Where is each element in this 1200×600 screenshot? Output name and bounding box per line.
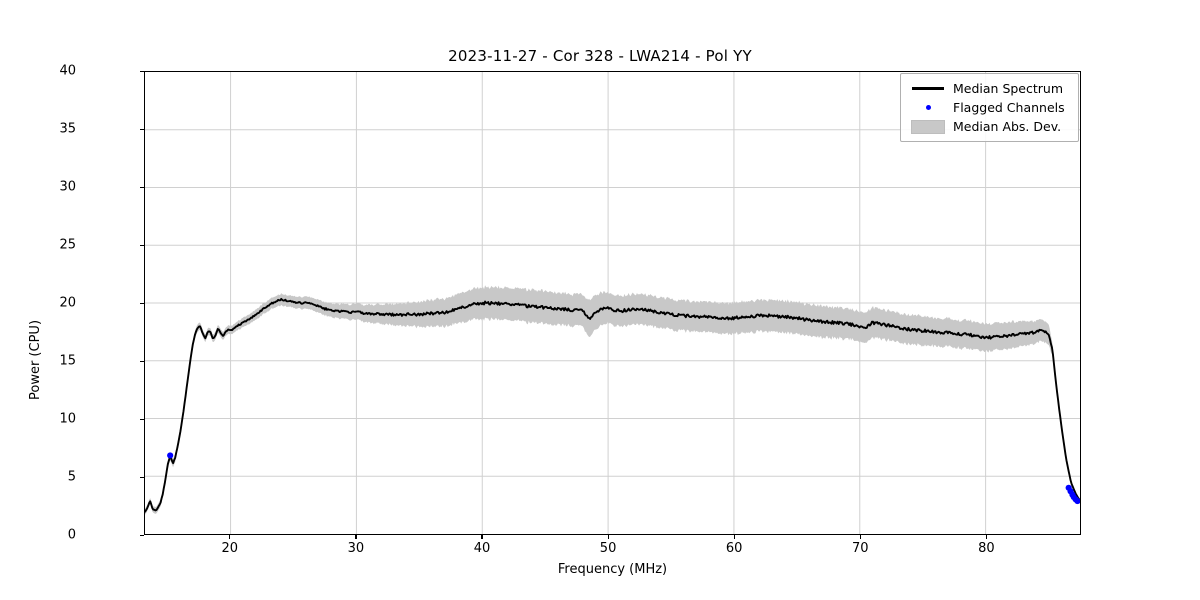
y-tick-label: 25 bbox=[59, 237, 76, 253]
line-swatch-icon bbox=[909, 87, 947, 90]
x-tick-label: 30 bbox=[347, 541, 365, 556]
x-tick-label: 60 bbox=[725, 541, 743, 556]
y-tick-label: 5 bbox=[67, 469, 76, 485]
dot-swatch-icon bbox=[909, 105, 947, 110]
x-tickmark bbox=[859, 535, 861, 539]
x-tickmark bbox=[355, 535, 357, 539]
x-tick-label: 50 bbox=[599, 541, 617, 556]
x-tickmark bbox=[229, 535, 231, 539]
x-tickmark bbox=[985, 535, 988, 539]
y-tick-label: 35 bbox=[59, 121, 76, 137]
y-tickmark bbox=[140, 70, 144, 72]
x-tickmark bbox=[481, 535, 483, 539]
grid-layer bbox=[145, 72, 1080, 534]
page-title: 2023-11-27 - Cor 328 - LWA214 - Pol YY bbox=[448, 47, 752, 65]
y-tickmark bbox=[140, 476, 144, 478]
legend-item-flagged-channels[interactable]: Flagged Channels bbox=[901, 98, 1078, 117]
x-axis-label: Frequency (MHz) bbox=[557, 562, 668, 577]
legend-label: Median Abs. Dev. bbox=[953, 119, 1062, 134]
y-tick-label: 0 bbox=[67, 527, 76, 543]
y-tick-label: 10 bbox=[59, 411, 76, 427]
y-tickmark bbox=[140, 128, 144, 130]
patch-swatch-icon bbox=[909, 119, 947, 134]
x-tick-label: 20 bbox=[221, 541, 239, 556]
x-tickmark bbox=[733, 535, 735, 539]
data-layer bbox=[145, 285, 1080, 515]
x-tick-label: 80 bbox=[978, 541, 995, 556]
x-tick-label: 70 bbox=[852, 541, 869, 556]
y-tickmark bbox=[140, 360, 144, 362]
plot-area bbox=[144, 71, 1081, 535]
legend-label: Flagged Channels bbox=[953, 100, 1065, 115]
legend: Median Spectrum Flagged Channels Median … bbox=[900, 73, 1079, 142]
y-tick-label: 40 bbox=[59, 63, 76, 79]
y-tickmark bbox=[140, 302, 144, 304]
legend-item-median-abs-dev[interactable]: Median Abs. Dev. bbox=[901, 117, 1078, 136]
x-tick-label: 40 bbox=[473, 541, 491, 556]
y-tickmark bbox=[140, 186, 144, 188]
x-tickmark bbox=[607, 535, 609, 539]
y-tick-label: 20 bbox=[59, 295, 76, 311]
y-axis-label: Power (CPU) bbox=[28, 319, 43, 400]
y-tick-label: 30 bbox=[59, 179, 76, 195]
legend-label: Median Spectrum bbox=[953, 81, 1064, 96]
y-tickmark bbox=[140, 244, 144, 246]
y-tickmark bbox=[140, 418, 144, 420]
y-tick-label: 15 bbox=[59, 353, 76, 369]
y-tickmark bbox=[140, 534, 144, 536]
legend-item-median-spectrum[interactable]: Median Spectrum bbox=[901, 79, 1078, 98]
